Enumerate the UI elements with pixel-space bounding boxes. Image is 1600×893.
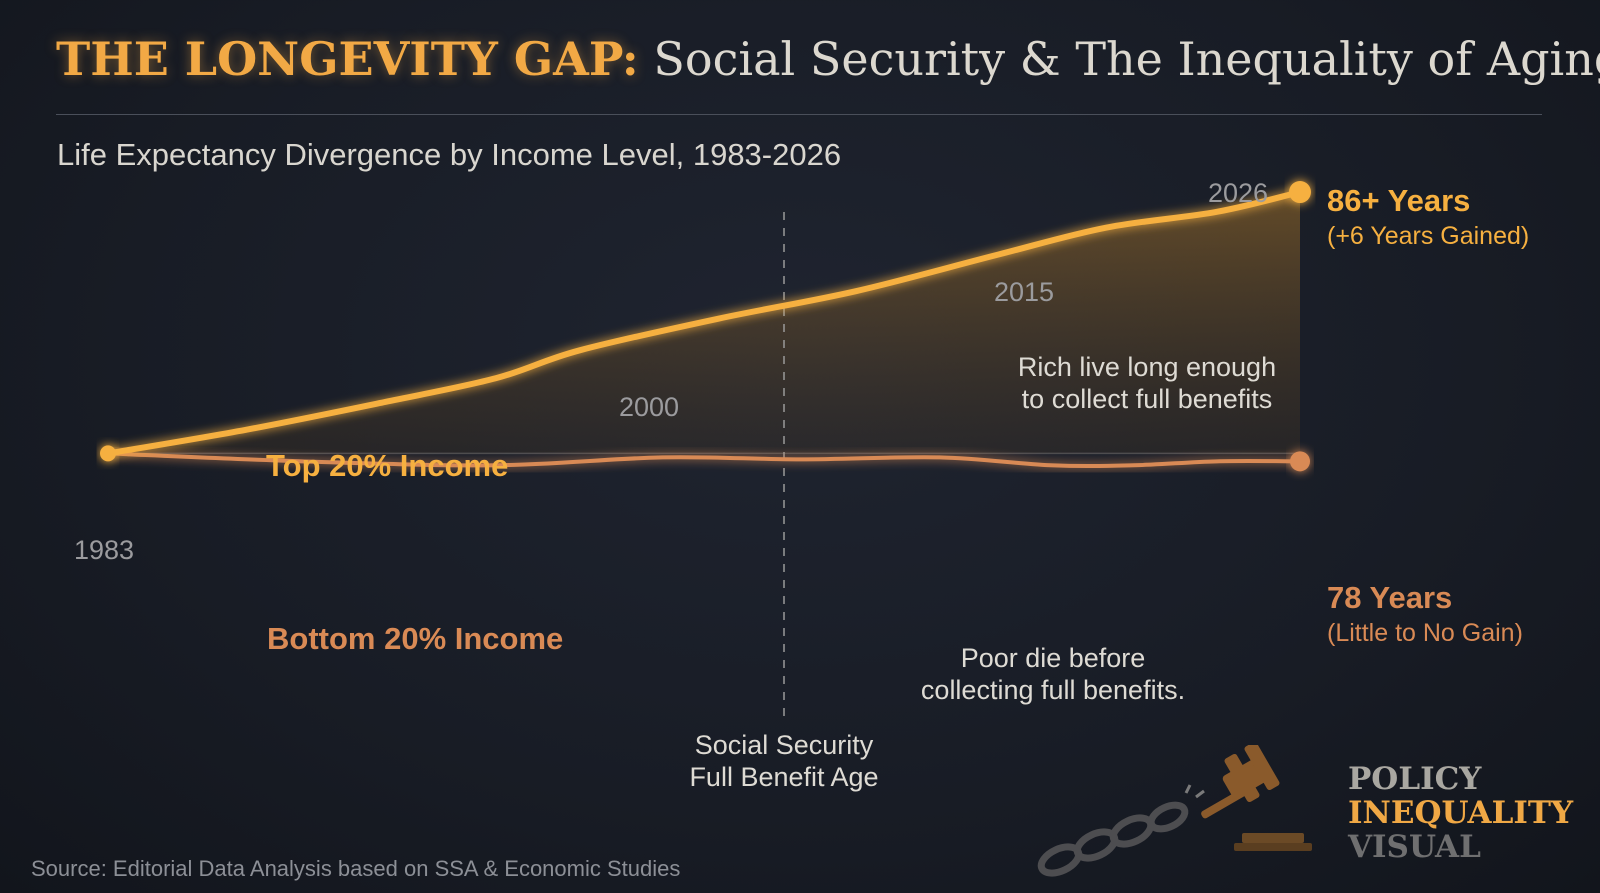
benefit-age-label-line2: Full Benefit Age xyxy=(689,762,878,792)
bottom-series-label: Bottom 20% Income xyxy=(267,621,563,656)
bottom-end-value: 78 Years xyxy=(1327,580,1452,615)
year-label-2000: 2000 xyxy=(619,392,679,422)
title-divider xyxy=(56,114,1542,115)
logo-line-visual: VISUAL xyxy=(1348,829,1481,865)
title-rest: Social Security & The Inequality of Agin… xyxy=(653,32,1600,86)
bottom-20-series-line xyxy=(107,451,1301,469)
benefit-age-label-line1: Social Security xyxy=(695,730,874,760)
source-note: Source: Editorial Data Analysis based on… xyxy=(31,856,681,881)
logo-line-policy: POLICY xyxy=(1348,761,1482,797)
top-end-point xyxy=(1289,181,1311,204)
start-point xyxy=(100,445,116,462)
poor-annotation-line1: Poor die before xyxy=(961,643,1146,673)
top-series-label: Top 20% Income xyxy=(266,448,508,483)
year-label-2015: 2015 xyxy=(994,277,1054,307)
bottom-end-point xyxy=(1290,451,1310,472)
year-label-1983: 1983 xyxy=(74,535,134,565)
top-20-series-line xyxy=(107,189,1301,457)
page-title: THE LONGEVITY GAP: Social Security & The… xyxy=(56,32,1600,86)
top-end-note: (+6 Years Gained) xyxy=(1327,222,1529,250)
title-accent: THE LONGEVITY GAP: xyxy=(56,32,639,86)
rich-annotation-line1: Rich live long enough xyxy=(1018,352,1276,382)
rich-annotation-line2: to collect full benefits xyxy=(1022,384,1273,414)
poor-annotation-line2: collecting full benefits. xyxy=(921,675,1185,705)
gavel-broken-chain-icon xyxy=(1037,745,1312,877)
bottom-end-note: (Little to No Gain) xyxy=(1327,619,1523,647)
year-label-2026: 2026 xyxy=(1208,178,1268,208)
brand-logo-text: POLICY INEQUALITY VISUAL xyxy=(1348,762,1573,864)
chart-subtitle: Life Expectancy Divergence by Income Lev… xyxy=(57,137,842,172)
logo-line-inequality: INEQUALITY xyxy=(1348,795,1574,831)
top-end-value: 86+ Years xyxy=(1327,183,1470,218)
